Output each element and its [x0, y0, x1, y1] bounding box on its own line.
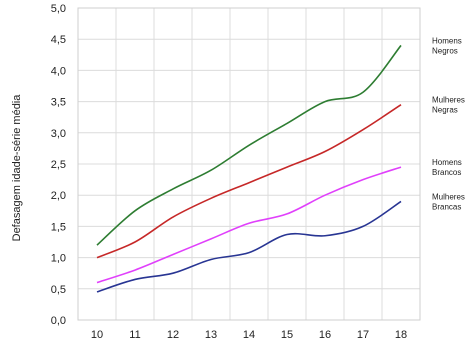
chart-grid [78, 7, 420, 321]
series-line [96, 166, 402, 284]
y-tick-label: 1,0 [51, 253, 66, 265]
series-line [96, 44, 402, 246]
y-tick-label: 0,5 [51, 284, 66, 296]
y-tick-label: 5,0 [51, 3, 66, 15]
x-axis-ticks: 10 11 12 13 14 15 16 17 18 [91, 329, 407, 341]
series-labels: Homens Negros Mulheres Negras Homens Brancos M… [432, 36, 465, 211]
x-tick-label: 18 [395, 329, 407, 341]
y-tick-label: 2,0 [51, 190, 66, 202]
series-line [96, 104, 402, 259]
y-tick-label: 0,0 [51, 315, 66, 327]
y-axis-ticks: 0,0 0,5 1,0 1,5 2,0 2,5 3,0 3,5 4,0 4,5 5,0 [51, 3, 66, 327]
series-label: Mulheres Brancas [432, 192, 465, 211]
x-tick-label: 10 [91, 329, 103, 341]
y-tick-label: 4,5 [51, 34, 66, 46]
x-tick-label: 16 [319, 329, 331, 341]
x-tick-label: 17 [357, 329, 369, 341]
y-tick-label: 4,0 [51, 65, 66, 77]
plot-area-frame [77, 7, 421, 321]
series-label: Homens Brancos [432, 158, 462, 177]
x-tick-label: 12 [167, 329, 179, 341]
series-line [96, 200, 402, 293]
x-tick-label: 14 [243, 329, 255, 341]
series-lines [96, 44, 402, 293]
y-tick-label: 2,5 [51, 159, 66, 171]
x-tick-label: 15 [281, 329, 293, 341]
y-tick-label: 3,0 [51, 128, 66, 140]
x-tick-label: 13 [205, 329, 217, 341]
y-tick-label: 3,5 [51, 97, 66, 109]
series-label: Homens Negros [432, 36, 462, 55]
x-tick-label: 11 [129, 329, 140, 341]
series-label: Mulheres Negras [432, 96, 465, 115]
y-axis-title: Defasagem idade-série média [11, 94, 23, 242]
y-tick-label: 1,5 [51, 221, 66, 233]
